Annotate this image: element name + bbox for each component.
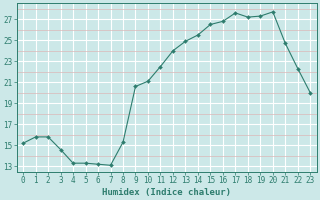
X-axis label: Humidex (Indice chaleur): Humidex (Indice chaleur) [102,188,231,197]
